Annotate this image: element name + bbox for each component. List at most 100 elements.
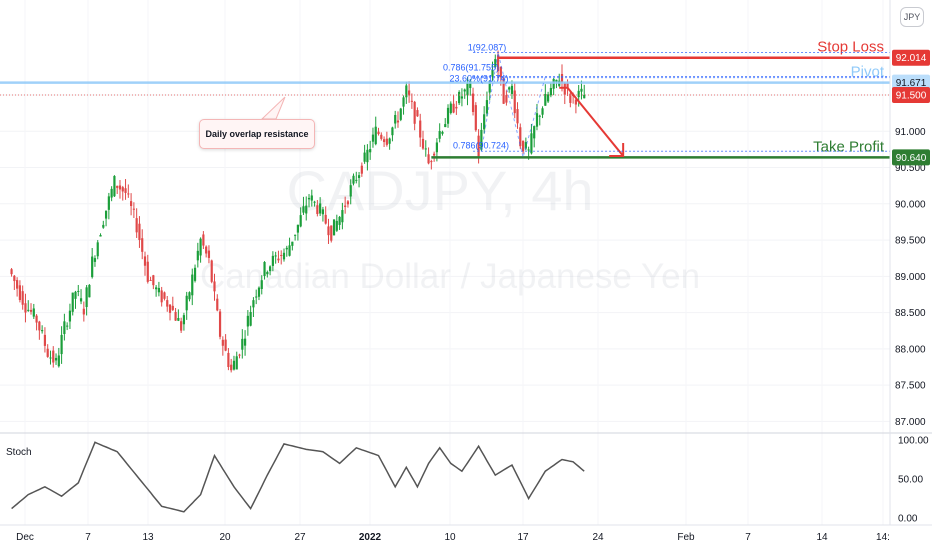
candle-body — [10, 269, 13, 275]
candle-body — [396, 120, 400, 123]
fib-label: 0.786(91.755) — [443, 63, 499, 73]
candle-body — [235, 356, 238, 370]
candle-body — [171, 305, 174, 310]
candle-body — [510, 85, 514, 94]
candle-body — [416, 110, 419, 117]
price-tick-label: 89.000 — [895, 272, 926, 283]
candle-body — [491, 69, 494, 77]
candle-body — [402, 97, 405, 107]
stoch-tick-label: 50.00 — [898, 475, 923, 486]
candle-body — [213, 281, 216, 292]
candle-body — [168, 304, 172, 313]
candle-body — [185, 295, 188, 311]
candle-body — [282, 252, 286, 260]
candle-body — [549, 88, 552, 96]
stop-loss-label: Stop Loss — [817, 39, 884, 56]
candle-body — [433, 153, 436, 156]
candle-body — [349, 185, 352, 197]
candle-body — [149, 279, 152, 281]
candle-body — [388, 138, 391, 144]
candle-body — [341, 210, 344, 223]
candle-body — [544, 94, 547, 106]
candle-body — [371, 134, 375, 142]
candle-body — [294, 234, 297, 236]
candle-body — [380, 134, 383, 139]
candle-body — [355, 179, 358, 181]
candle-body — [569, 93, 572, 103]
candle-body — [57, 355, 60, 367]
fib-retracement: 1(92.087) 0.786(91.755)23.60%(91.74) 0.786… — [443, 42, 890, 158]
candle-body — [27, 309, 30, 311]
candle-body — [405, 85, 408, 98]
candle-body — [110, 188, 113, 198]
candle-body — [96, 242, 99, 257]
time-tick-label: 14 — [816, 532, 828, 543]
candle-body — [252, 300, 255, 308]
candle-body — [485, 100, 489, 114]
candle-body — [124, 188, 127, 193]
candle-body — [441, 131, 444, 134]
candle-body — [563, 83, 566, 95]
time-tick-label: Dec — [16, 532, 34, 543]
price-tick-label: 90.000 — [895, 199, 926, 210]
candle-body — [255, 296, 258, 298]
candle-body — [41, 330, 44, 332]
time-tick-label: 10 — [444, 532, 456, 543]
candle-body — [263, 262, 266, 276]
candle-body — [202, 234, 205, 246]
candle-body — [77, 290, 80, 292]
candle-body — [24, 303, 27, 313]
candle-body — [296, 224, 299, 233]
candle-body — [330, 225, 333, 241]
candle-body — [335, 220, 338, 231]
candle-body — [499, 66, 502, 78]
candle-body — [160, 290, 163, 303]
candle-body — [188, 292, 191, 300]
candle-body — [332, 219, 336, 236]
candle-body — [413, 101, 416, 124]
time-tick-label: 27 — [294, 532, 306, 543]
candle-body — [99, 234, 102, 237]
candle-body — [530, 133, 533, 154]
stoch-label: Stoch — [6, 447, 32, 458]
price-tick-label: 91.000 — [895, 127, 926, 138]
candle-body — [438, 131, 441, 139]
candle-body — [274, 255, 277, 257]
currency-label: JPY — [903, 12, 921, 22]
candle-body — [146, 261, 149, 282]
stop-loss-tag-bg — [892, 49, 930, 66]
candle-body — [102, 224, 105, 228]
candle-body — [113, 175, 116, 197]
candle-body — [71, 292, 74, 312]
stoch-tick-label: 100.00 — [898, 436, 929, 447]
candle-body — [91, 256, 94, 278]
candle-body — [227, 352, 230, 368]
candle-body — [313, 201, 316, 203]
candle-body — [513, 90, 516, 114]
time-axis: Dec 7 13 20 27 2022 10 17 24 Feb 7 14 14: — [16, 532, 890, 543]
level-price-tags: 92.014 91.671 90.640 91.500 — [892, 49, 930, 166]
candle-body — [538, 115, 541, 117]
stoch-line — [11, 441, 585, 513]
candle-body — [305, 205, 308, 214]
candle-body — [182, 315, 186, 325]
fib-label: 23.60%(91.74) — [450, 74, 509, 84]
candle-body — [424, 148, 427, 150]
currency-button[interactable]: JPY — [900, 7, 924, 27]
candle-body — [541, 108, 544, 115]
candle-body — [494, 59, 497, 67]
candle-body — [374, 126, 377, 145]
candle-body — [363, 152, 366, 162]
candle-body — [132, 208, 135, 210]
candle-body — [455, 106, 458, 109]
candle-body — [205, 246, 208, 254]
candle-body — [127, 193, 130, 195]
candle-body — [410, 100, 413, 102]
annotation-callout[interactable]: Daily overlap resistance — [199, 119, 315, 149]
time-tick-label: 2022 — [359, 532, 382, 543]
candle-body — [68, 310, 72, 322]
candle-body — [88, 284, 91, 298]
candle-body — [302, 206, 305, 213]
